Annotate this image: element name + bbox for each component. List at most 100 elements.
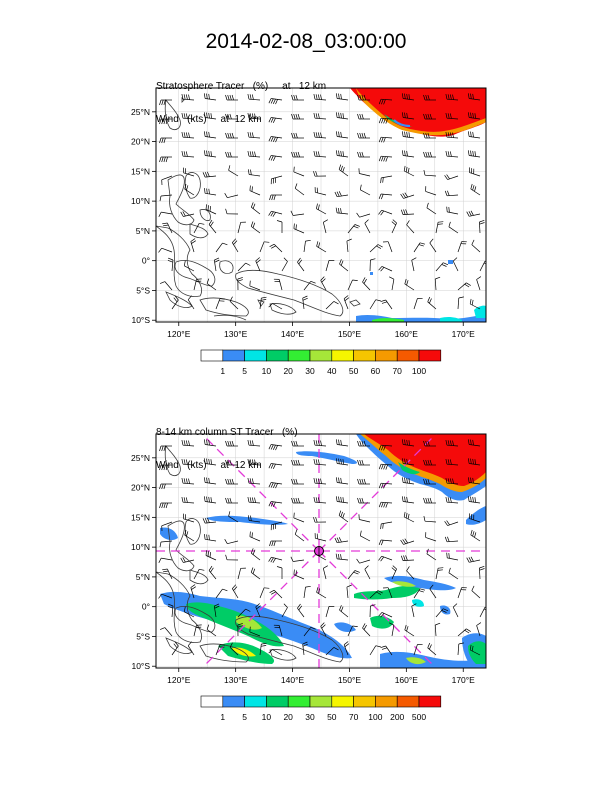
- top-wind-barb: [423, 151, 436, 158]
- top-wind-barb: [187, 295, 195, 310]
- x-tick-label: 150°E: [338, 329, 362, 339]
- top-wind-barb: [444, 174, 459, 180]
- bottom-wind-barb: [208, 565, 217, 580]
- top-wind-barb: [378, 136, 393, 143]
- bottom-wind-barb: [259, 642, 267, 656]
- top-wind-barb: [206, 278, 217, 291]
- bottom-wind-barb: [268, 501, 283, 507]
- top-wind-barb: [268, 210, 283, 217]
- top-wind-barb: [320, 276, 327, 291]
- top-wind-barb: [316, 203, 327, 215]
- colorbar-swatch: [418, 695, 442, 708]
- bottom-wind-barb: [255, 603, 261, 618]
- colorbar-swatch: [266, 695, 289, 708]
- top-wind-barb: [435, 262, 449, 272]
- bottom-wind-barb: [448, 567, 459, 580]
- bottom-wind-barb: [470, 529, 481, 542]
- top-wind-barb: [158, 211, 173, 217]
- top-wind-barb: [446, 206, 459, 215]
- top-wind-barb: [427, 296, 437, 310]
- x-tick-label: 170°E: [452, 329, 476, 339]
- bottom-wind-barb: [268, 463, 283, 469]
- bottom-wind-barb: [247, 478, 261, 485]
- x-tick-label: 160°E: [395, 675, 419, 685]
- x-tick-label: 140°E: [281, 675, 305, 685]
- top-wind-barb: [159, 156, 172, 163]
- bottom-wind-barb: [467, 477, 481, 485]
- top-wind-barb: [225, 151, 238, 158]
- x-tick-label: 120°E: [167, 329, 191, 339]
- top-wind-barb: [316, 241, 327, 253]
- bottom-wind-barb: [364, 565, 371, 580]
- colorbar-label: 1: [220, 712, 225, 722]
- bottom-wind-barb: [181, 440, 195, 447]
- bottom-wind-barb: [291, 459, 304, 466]
- top-wind-barb: [362, 277, 371, 291]
- bottom-wind-barb: [435, 567, 444, 580]
- top-wind-barb: [400, 192, 415, 199]
- x-tick-label: 160°E: [395, 329, 419, 339]
- bottom-wind-barb: [335, 477, 349, 485]
- bottom-wind-barb: [314, 533, 327, 542]
- bottom-wind-barb: [427, 642, 437, 656]
- top-wind-barb: [268, 303, 283, 310]
- top-wind-barb: [335, 93, 349, 101]
- top-wind-barb: [445, 113, 459, 120]
- top-wind-barb: [479, 260, 486, 272]
- bottom-wind-barb: [452, 603, 459, 618]
- top-wind-barb: [268, 136, 283, 143]
- top-wind-barb: [426, 202, 437, 215]
- y-tick-label: 20°N: [131, 483, 150, 493]
- bottom-wind-barb: [205, 550, 217, 561]
- bottom-wind-barb: [339, 605, 349, 618]
- bottom-wind-barb: [161, 521, 173, 532]
- bottom-wind-barb: [293, 512, 305, 523]
- top-wind-barb: [269, 194, 282, 201]
- bottom-wind-barb: [229, 642, 239, 656]
- bottom-wind-barb: [224, 539, 239, 545]
- top-wind-barb: [190, 238, 196, 253]
- top-wind-barb: [313, 151, 327, 158]
- bottom-wind-barb: [232, 584, 239, 599]
- bottom-wind-barb: [378, 463, 393, 470]
- top-wind-barb: [335, 112, 349, 120]
- top-wind-barb: [411, 257, 417, 272]
- top-wind-barb: [476, 276, 482, 291]
- top-wind-barb: [302, 295, 308, 310]
- bottom-wind-barb: [313, 478, 327, 485]
- top-wind-barb: [378, 117, 393, 124]
- top-wind-barb: [413, 242, 426, 253]
- x-tick-label: 130°E: [224, 329, 248, 339]
- top-wind-barb: [276, 220, 283, 233]
- top-wind-barb: [435, 221, 444, 234]
- bottom-wind-barb: [159, 627, 173, 637]
- bottom-wind-barb: [357, 440, 370, 447]
- top-wind-barb: [346, 238, 352, 253]
- top-wind-barb: [250, 221, 261, 234]
- top-wind-barb: [159, 281, 173, 291]
- bottom-wind-barb: [171, 641, 179, 656]
- bottom-wind-barb: [268, 649, 283, 656]
- top-wind-barb: [159, 99, 172, 106]
- bottom-wind-barb: [423, 440, 436, 447]
- y-tick-label: 10°N: [131, 196, 150, 206]
- bottom-panel-title-line1: 8-14 km column ST Tracer (%): [156, 427, 298, 438]
- bottom-wind-barb: [268, 556, 283, 563]
- top-wind-barb: [423, 94, 436, 101]
- top-wind-barbs: [158, 93, 486, 310]
- top-wind-barb: [467, 131, 481, 139]
- bottom-wind-barb: [250, 567, 261, 580]
- bottom-wind-barb: [466, 556, 481, 563]
- bottom-wind-barb: [159, 483, 172, 490]
- colorbar-label: 40: [327, 366, 337, 376]
- top-wind-barb: [259, 241, 270, 253]
- top-wind-barb: [469, 167, 481, 177]
- top-wind-barb: [237, 277, 243, 291]
- bottom-wind-barb: [369, 590, 383, 599]
- bottom-wind-barb: [291, 497, 304, 504]
- top-wind-barb: [224, 193, 239, 199]
- top-wind-barb: [313, 113, 327, 120]
- bottom-wind-barb: [444, 520, 459, 526]
- top-tracer-field: [350, 88, 486, 322]
- bottom-wind-barb: [445, 478, 459, 485]
